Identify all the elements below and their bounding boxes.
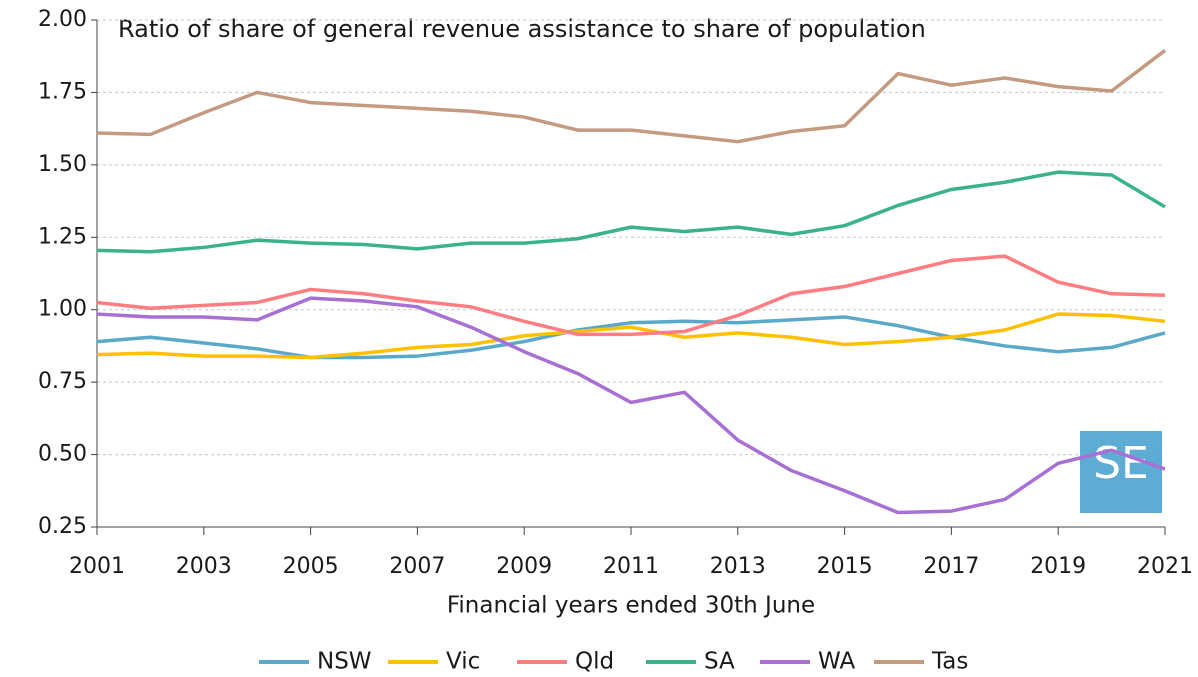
y-tick-label: 1.00 [38,297,87,322]
chart-title: Ratio of share of general revenue assist… [118,15,926,43]
y-tick-label: 1.75 [38,79,87,104]
x-tick-label: 2021 [1137,554,1193,579]
watermark-box [1080,431,1162,513]
x-tick-label: 2007 [389,554,445,579]
y-tick-label: 2.00 [38,7,87,32]
x-tick-label: 2015 [817,554,873,579]
line-series [96,296,1166,515]
line-series [96,254,1166,337]
line-series [96,312,1166,360]
legend-label: SA [704,649,735,675]
x-tick-label: 2001 [69,554,125,579]
watermark: SE [1093,438,1149,489]
legend-label: WA [818,649,855,675]
x-tick-label: 2017 [923,554,979,579]
y-tick-label: 0.75 [38,369,87,394]
x-tick-label: 2003 [176,554,232,579]
legend-label: Qld [575,649,614,675]
line-series [96,49,1167,144]
y-tick-label: 0.25 [38,514,87,539]
line-series [96,315,1166,360]
x-tick-label: 2013 [710,554,766,579]
x-tick-label: 2009 [496,554,552,579]
x-tick-label: 2019 [1030,554,1086,579]
legend-label: Vic [446,649,480,675]
x-tick-label: 2011 [603,554,659,579]
x-axis-label: Financial years ended 30th June [447,593,815,619]
legend-label: Tas [931,649,968,675]
line-series [96,170,1166,254]
y-tick-label: 1.50 [38,152,87,177]
y-tick-label: 1.25 [38,224,87,249]
legend-label: NSW [317,649,372,675]
y-tick-label: 0.50 [38,442,87,467]
x-tick-label: 2005 [283,554,339,579]
